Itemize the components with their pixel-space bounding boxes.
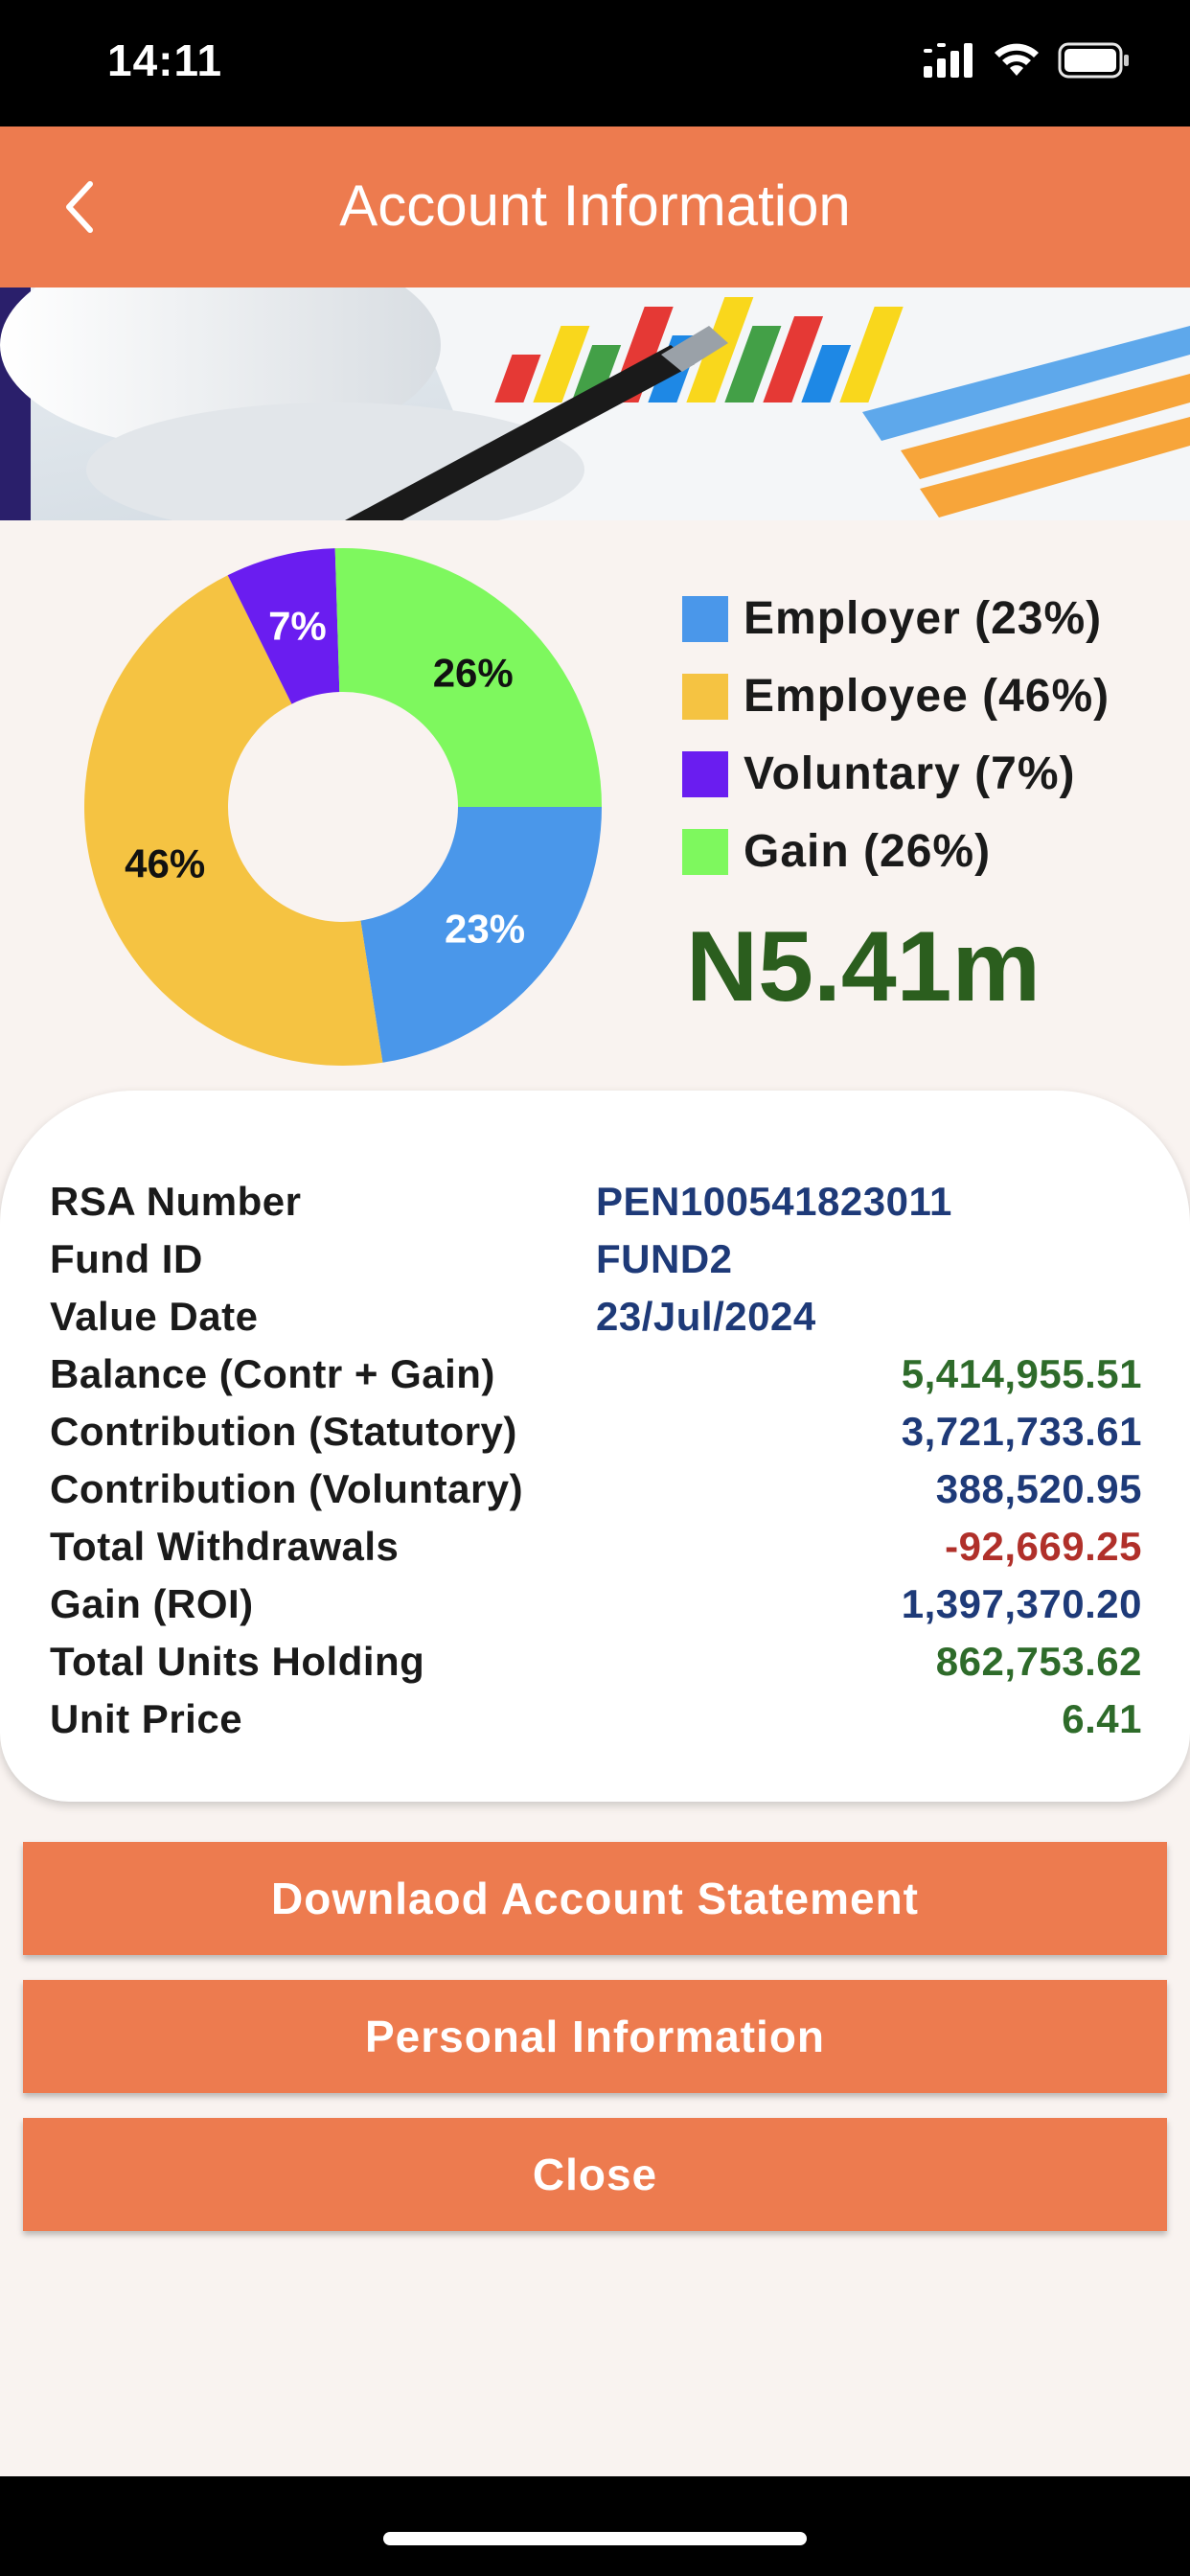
donut-data-label: 26% (433, 651, 514, 696)
info-row: Gain (ROI) 1,397,370.20 (50, 1581, 1142, 1639)
close-button[interactable]: Close (23, 2118, 1167, 2231)
battery-icon (1058, 42, 1129, 79)
donut-data-label: 7% (268, 603, 327, 648)
info-row: Total Units Holding 862,753.62 (50, 1639, 1142, 1696)
back-button[interactable] (54, 172, 111, 242)
info-row: Total Withdrawals -92,669.25 (50, 1524, 1142, 1581)
legend-swatch (682, 595, 728, 642)
donut-data-label: 46% (125, 841, 205, 886)
info-row: RSA Number PEN100541823011 (50, 1179, 1142, 1236)
donut-slice-employee (83, 575, 383, 1066)
legend-item: Employee (46%) (682, 657, 1110, 735)
info-label: Fund ID (50, 1236, 203, 1281)
legend-item: Employer (23%) (682, 580, 1110, 657)
home-bar (0, 2476, 1190, 2576)
donut-slice-employer (360, 807, 602, 1063)
info-label: Contribution (Voluntary) (50, 1466, 524, 1511)
legend-label: Voluntary (7%) (744, 748, 1076, 799)
legend-item: Voluntary (7%) (682, 735, 1110, 813)
info-label: Contribution (Statutory) (50, 1409, 517, 1454)
chevron-left-icon (66, 181, 93, 233)
legend-swatch (682, 750, 728, 797)
chart-legend: Employer (23%) Employee (46%) Voluntary (7… (682, 580, 1110, 890)
info-label: Balance (Contr + Gain) (50, 1351, 495, 1396)
download-statement-button[interactable]: Downlaod Account Statement (23, 1842, 1167, 1955)
account-info-card: RSA Number PEN100541823011 Fund ID FUND2 Val… (0, 1091, 1190, 1802)
legend-swatch (682, 673, 728, 720)
info-row: Balance (Contr + Gain) 5,414,955.51 (50, 1351, 1142, 1409)
account-info-table: RSA Number PEN100541823011 Fund ID FUND2 Val… (50, 1179, 1142, 1754)
donut-slice-gain (334, 548, 602, 807)
info-value: FUND2 (596, 1236, 733, 1281)
allocation-donut-chart: 23% 46% 7% 26% (83, 548, 602, 1066)
donut-data-label: 23% (445, 906, 525, 951)
info-value: 388,520.95 (935, 1466, 1142, 1511)
info-value: 5,414,955.51 (901, 1351, 1142, 1396)
legend-label: Employee (46%) (744, 671, 1110, 722)
banner-image (0, 288, 1190, 520)
status-bar: 14:11 (0, 0, 1190, 126)
info-label: Value Date (50, 1294, 259, 1339)
info-row: Unit Price 6.41 (50, 1696, 1142, 1754)
info-label: Total Withdrawals (50, 1524, 400, 1569)
main-content: 23% 46% 7% 26% Employer (23%) Employee (46%)… (0, 288, 1190, 2476)
cellular-signal-icon (924, 43, 973, 78)
info-value: -92,669.25 (945, 1524, 1142, 1569)
info-label: RSA Number (50, 1179, 302, 1224)
status-icons (924, 42, 1131, 79)
legend-swatch (682, 828, 728, 875)
home-indicator[interactable] (383, 2532, 807, 2545)
page-title: Account Information (339, 173, 851, 238)
status-time: 14:11 (107, 35, 223, 85)
info-value: 6.41 (1062, 1696, 1142, 1741)
info-label: Gain (ROI) (50, 1581, 254, 1626)
info-value: PEN100541823011 (596, 1179, 952, 1224)
info-row: Value Date 23/Jul/2024 (50, 1294, 1142, 1351)
info-value: 3,721,733.61 (901, 1409, 1142, 1454)
nav-bar: Account Information (0, 126, 1190, 288)
legend-label: Employer (23%) (744, 593, 1103, 644)
personal-information-button[interactable]: Personal Information (23, 1980, 1167, 2093)
info-row: Contribution (Statutory) 3,721,733.61 (50, 1409, 1142, 1466)
info-value: 23/Jul/2024 (596, 1294, 816, 1339)
info-value: 1,397,370.20 (901, 1581, 1142, 1626)
info-row: Contribution (Voluntary) 388,520.95 (50, 1466, 1142, 1524)
info-row: Fund ID FUND2 (50, 1236, 1142, 1294)
wifi-icon (995, 43, 1039, 76)
legend-label: Gain (26%) (744, 826, 992, 877)
total-balance: N5.41m (686, 911, 1041, 1023)
info-label: Unit Price (50, 1696, 243, 1741)
legend-item: Gain (26%) (682, 813, 1110, 890)
donut-slice-voluntary (227, 548, 340, 704)
info-label: Total Units Holding (50, 1639, 425, 1684)
info-value: 862,753.62 (935, 1639, 1142, 1684)
